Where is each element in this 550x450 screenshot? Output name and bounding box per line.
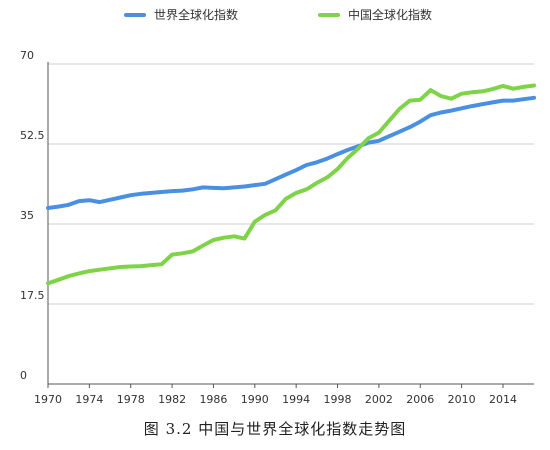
- legend-label-china: 中国全球化指数: [348, 8, 433, 22]
- x-tick-label: 1994: [282, 393, 310, 406]
- figure-caption: 图 3.2 中国与世界全球化指数走势图: [143, 420, 407, 438]
- grid-lines: [48, 63, 534, 305]
- legend-swatch-china: [318, 12, 340, 17]
- x-tick-label: 1986: [199, 393, 227, 406]
- x-tick-label: 1998: [324, 393, 352, 406]
- axes: [47, 62, 534, 388]
- x-tick-label: 1978: [117, 393, 145, 406]
- x-tick-label: 2014: [489, 393, 517, 406]
- x-tick-label: 2010: [448, 393, 476, 406]
- x-tick-label: 1990: [241, 393, 269, 406]
- x-tick-label: 1970: [34, 393, 62, 406]
- legend-item-world[interactable]: 世界全球化指数: [124, 6, 238, 23]
- y-tick-label: 70: [20, 49, 34, 62]
- chart-legend: 世界全球化指数 中国全球化指数: [0, 6, 550, 28]
- x-tick-label: 2002: [365, 393, 393, 406]
- legend-label-world: 世界全球化指数: [154, 8, 239, 22]
- tick-labels: 0 17.5 35 52.5 70 1970 1974 1978 1982 1986 1990 199…: [20, 49, 517, 406]
- y-tick-label: 0: [20, 369, 27, 382]
- y-tick-label: 17.5: [20, 289, 45, 302]
- y-tick-label: 52.5: [20, 129, 45, 142]
- x-tick-label: 1974: [75, 393, 103, 406]
- x-tick-label: 2006: [406, 393, 434, 406]
- y-tick-label: 35: [20, 209, 34, 222]
- series-lines: [46, 83, 536, 286]
- series-line-world: [46, 95, 536, 210]
- series-line-china: [46, 83, 536, 286]
- x-tick-label: 1982: [158, 393, 186, 406]
- legend-item-china[interactable]: 中国全球化指数: [318, 6, 432, 23]
- legend-swatch-world: [124, 12, 146, 17]
